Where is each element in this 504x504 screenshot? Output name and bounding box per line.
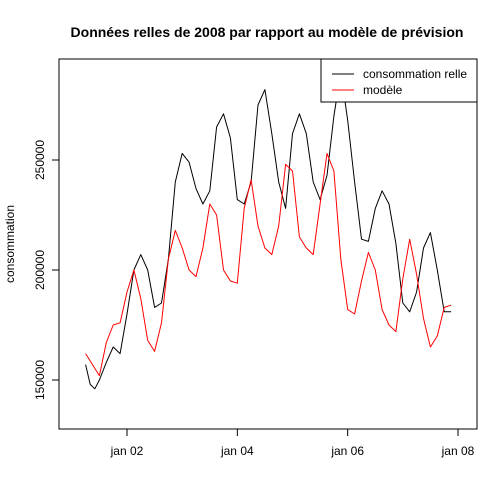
legend-label-modele: modèle bbox=[363, 83, 403, 97]
legend-box bbox=[320, 58, 478, 103]
series-line-0 bbox=[85, 71, 452, 390]
legend-label-consommation: consommation relle bbox=[363, 67, 467, 81]
legend: consommation relle modèle bbox=[320, 58, 478, 103]
x-tick-label-3: jan 08 bbox=[441, 444, 475, 458]
series-line-1 bbox=[85, 152, 452, 377]
y-tick-label-1: 200000 bbox=[33, 250, 47, 290]
chart-title: Données relles de 2008 par rapport au mo… bbox=[71, 24, 464, 40]
x-tick-label-1: jan 04 bbox=[220, 444, 254, 458]
series-layer bbox=[85, 71, 452, 390]
y-axis-label: consommation bbox=[3, 205, 17, 283]
y-tick-label-2: 250000 bbox=[33, 140, 47, 180]
x-tick-label-0: jan 02 bbox=[110, 444, 144, 458]
y-tick-label-0: 150000 bbox=[33, 360, 47, 400]
x-axis: jan 02 jan 04 jan 06 jan 08 bbox=[110, 428, 475, 458]
y-axis: 150000 200000 250000 bbox=[33, 140, 60, 400]
plot-frame bbox=[58, 58, 478, 430]
x-tick-label-2: jan 06 bbox=[330, 444, 364, 458]
